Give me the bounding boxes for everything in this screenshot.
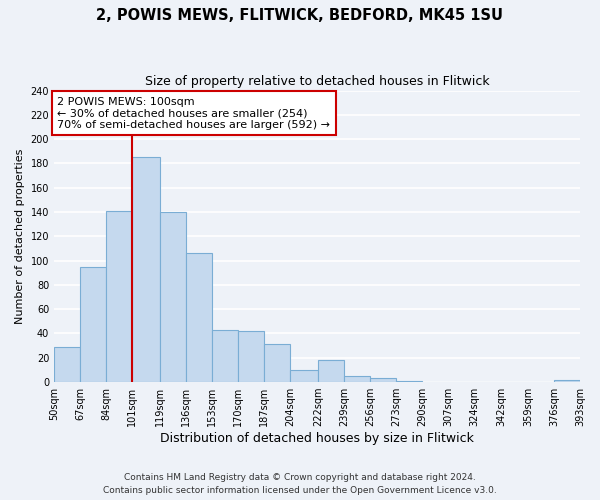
Bar <box>290 370 318 382</box>
Bar <box>186 254 212 382</box>
Text: Contains HM Land Registry data © Crown copyright and database right 2024.
Contai: Contains HM Land Registry data © Crown c… <box>103 474 497 495</box>
Bar <box>396 381 422 382</box>
Bar <box>212 330 238 382</box>
Bar <box>264 344 290 382</box>
Bar <box>54 347 80 382</box>
Bar <box>318 360 344 382</box>
Text: 2 POWIS MEWS: 100sqm
← 30% of detached houses are smaller (254)
70% of semi-deta: 2 POWIS MEWS: 100sqm ← 30% of detached h… <box>57 96 330 130</box>
Y-axis label: Number of detached properties: Number of detached properties <box>15 148 25 324</box>
Bar <box>554 380 580 382</box>
Bar <box>106 211 132 382</box>
Title: Size of property relative to detached houses in Flitwick: Size of property relative to detached ho… <box>145 75 490 88</box>
Bar <box>132 158 160 382</box>
Bar <box>160 212 186 382</box>
Bar <box>370 378 396 382</box>
X-axis label: Distribution of detached houses by size in Flitwick: Distribution of detached houses by size … <box>160 432 474 445</box>
Bar <box>238 331 264 382</box>
Bar <box>344 376 370 382</box>
Text: 2, POWIS MEWS, FLITWICK, BEDFORD, MK45 1SU: 2, POWIS MEWS, FLITWICK, BEDFORD, MK45 1… <box>97 8 503 22</box>
Bar <box>80 266 106 382</box>
